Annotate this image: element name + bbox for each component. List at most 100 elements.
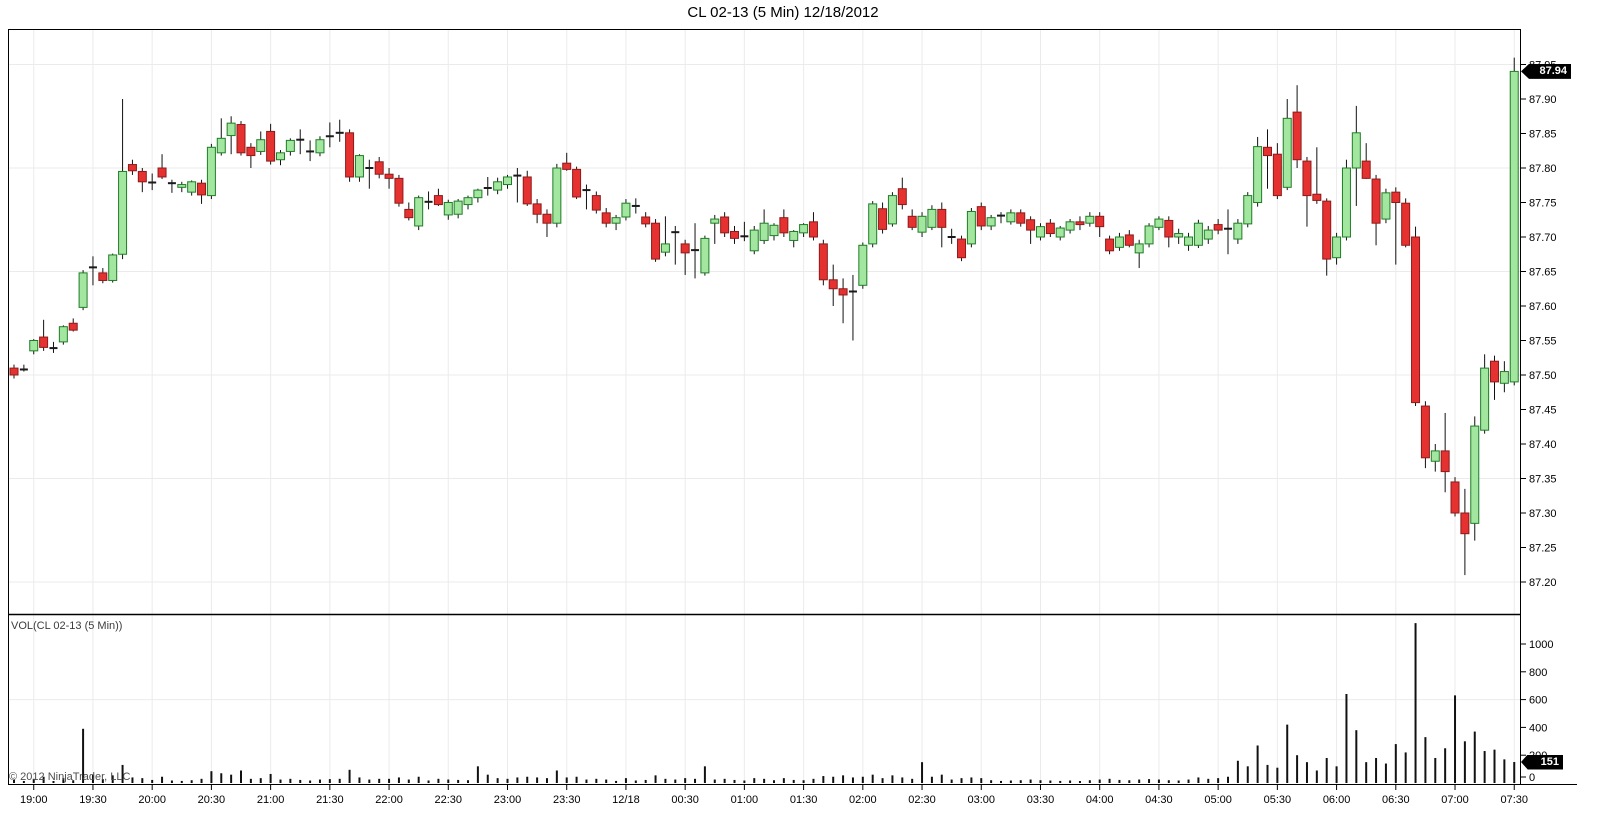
candle-up [256,139,266,152]
candle-up [1134,243,1144,254]
time-axis-label: 19:00 [20,794,48,806]
candle-up [1509,70,1519,383]
candle-up [1065,221,1075,231]
candle-up [1480,367,1490,431]
candle-up [493,181,503,191]
candle-down [907,215,917,228]
candle-down [808,221,818,238]
price-axis-label: 87.20 [1529,577,1557,589]
candle-up [1341,167,1351,238]
candle-down [730,230,740,239]
candle-up [1035,226,1045,238]
price-axis-label: 87.75 [1529,198,1557,210]
candle-down [384,173,394,179]
last-price-badge: 87.94 [1521,63,1571,79]
candle-up [858,244,868,286]
time-axis-label: 20:30 [198,794,226,806]
time-axis-label: 02:00 [849,794,877,806]
candle-down [1016,212,1026,224]
candle-down [1045,222,1055,235]
candle-up [29,340,39,352]
candle-down [1292,111,1302,161]
candle-down [818,243,828,281]
candle-down [1460,512,1470,535]
time-axis-label: 23:00 [494,794,522,806]
candle-down [937,208,947,228]
candle-up [966,210,976,245]
candle-down [98,272,108,281]
candle-up [1144,225,1154,245]
candle-up [611,217,621,224]
time-axis-label: 21:30 [316,794,344,806]
candle-down [572,168,582,198]
candle-up [118,170,128,255]
time-axis-label: 21:00 [257,794,285,806]
candle-down [601,212,611,224]
candle-up [759,222,769,241]
candle-down [651,222,661,260]
candle-down [236,124,246,154]
candle-down [957,238,967,259]
candle-up [1499,371,1509,384]
candle-up [1203,229,1213,240]
candle-down [641,216,651,225]
candle-down [878,208,888,230]
time-axis-label: 01:30 [790,794,818,806]
chart-title: CL 02-13 (5 Min) 12/18/2012 [687,4,879,21]
time-axis-label: 23:30 [553,794,581,806]
candle-down [345,132,355,178]
price-axis-label: 87.25 [1529,543,1557,555]
time-axis-label: 22:30 [435,794,463,806]
candle-down [897,188,907,206]
time-axis-label: 02:30 [908,794,936,806]
price-axis-label: 87.65 [1529,267,1557,279]
candle-up [710,218,720,224]
copyright-text: © 2012 NinjaTrader, LLC [9,771,131,783]
candle-down [562,162,572,170]
candle-down [127,164,137,172]
candle-up [315,139,325,154]
price-axis-label: 87.85 [1529,129,1557,141]
candle-up [986,217,996,227]
candle-up [473,189,483,199]
time-axis-label: 19:30 [79,794,107,806]
time-axis-label: 01:00 [731,794,759,806]
price-axis-label: 87.50 [1529,370,1557,382]
volume-axis-label: 0 [1529,772,1535,784]
candle-up [1006,212,1016,223]
candle-up [868,203,878,245]
candle-down [197,182,207,196]
time-axis-label: 06:30 [1382,794,1410,806]
time-axis-label: 03:00 [967,794,995,806]
time-axis-label: 20:00 [138,794,166,806]
price-axis-label: 87.55 [1529,336,1557,348]
candle-up [749,229,759,252]
time-axis-label: 03:30 [1027,794,1055,806]
candle-up [285,139,295,152]
candle-down [1490,360,1499,383]
time-axis-label: 04:30 [1145,794,1173,806]
candle-up [453,200,463,215]
candle-up [700,237,710,274]
candle-down [976,206,986,227]
candle-down [1213,224,1223,231]
candle-up [78,272,88,308]
candle-up [1174,233,1184,238]
candle-up [1470,425,1480,524]
candle-down [1322,200,1332,260]
candle-down [532,203,542,215]
candle-down [542,213,552,224]
candle-down [1312,193,1322,201]
candle-up [58,326,68,343]
candle-down [1401,202,1411,246]
candle-down [1164,219,1174,238]
candle-up [1233,222,1243,240]
time-axis-label: 04:00 [1086,794,1114,806]
candle-down [1262,146,1272,157]
candle-down [1411,236,1421,404]
time-axis-label: 06:00 [1323,794,1351,806]
candle-down [1026,219,1036,231]
candle-down [374,161,384,175]
